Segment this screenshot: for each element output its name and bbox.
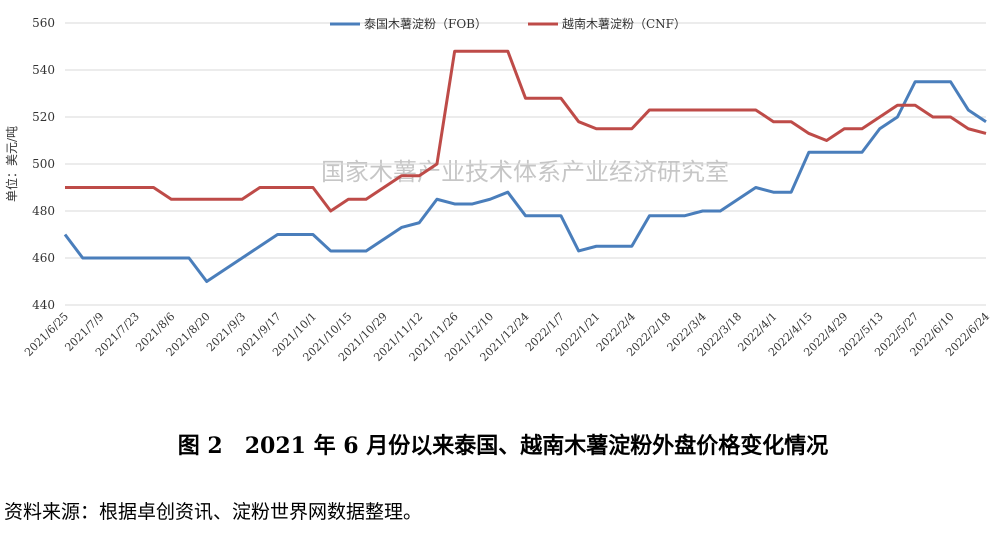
series-line (65, 49, 987, 213)
series-line (63, 80, 987, 283)
legend-label: 越南木薯淀粉（CNF） (562, 16, 686, 31)
watermark: 国家木薯产业技术体系产业经济研究室 (321, 158, 729, 186)
y-tick-label: 560 (32, 16, 55, 30)
y-tick-label: 440 (32, 298, 55, 312)
legend-label: 泰国木薯淀粉（FOB） (364, 17, 487, 31)
y-axis-label: 单位：美元/吨 (4, 126, 19, 202)
x-tick-label: 2021/6/25 (22, 310, 71, 359)
y-tick-label: 460 (32, 251, 55, 265)
source-note: 资料来源：根据卓创资讯、淀粉世界网数据整理。 (4, 501, 422, 523)
y-tick-label: 500 (32, 157, 55, 171)
y-tick-label: 520 (32, 110, 55, 124)
y-tick-label: 540 (32, 63, 55, 77)
y-tick-label: 480 (32, 204, 55, 218)
caption: 图 2 2021 年 6 月份以来泰国、越南木薯淀粉外盘价格变化情况 (178, 433, 828, 459)
